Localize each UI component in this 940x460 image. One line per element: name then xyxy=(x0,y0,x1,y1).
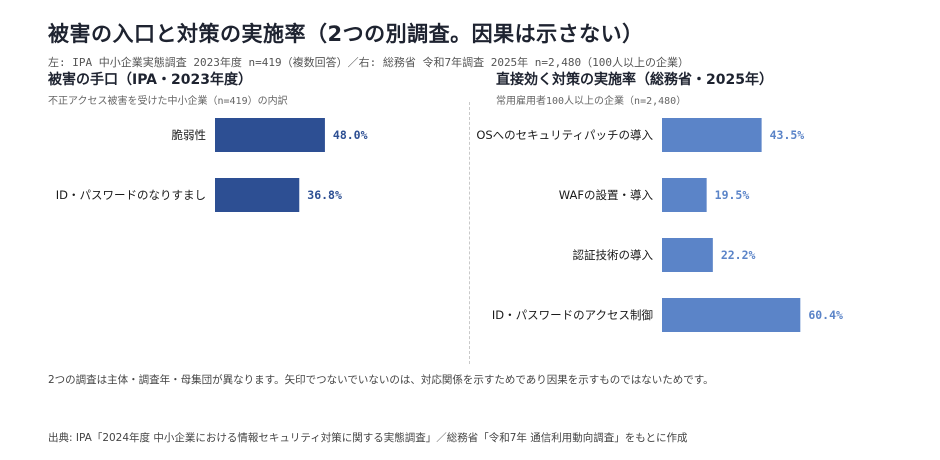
page-title: 被害の入口と対策の実施率（2つの別調査。因果は示さない） xyxy=(48,22,644,46)
page-subtitle: 左: IPA 中小企業実態調査 2023年度 n=419（複数回答）／右: 総務… xyxy=(48,56,690,69)
right-value-label-2: 22.2% xyxy=(721,248,756,262)
right-bar-1 xyxy=(662,178,707,212)
right-value-label-3: 60.4% xyxy=(808,308,843,322)
source-note: 出典: IPA「2024年度 中小企業における情報セキュリティ対策に関する実態調… xyxy=(48,432,688,444)
right-chart-title: 直接効く対策の実施率（総務省・2025年） xyxy=(496,72,773,88)
right-category-label-3: ID・パスワードのアクセス制御 xyxy=(492,308,653,322)
right-category-label-1: WAFの設置・導入 xyxy=(559,188,654,202)
left-category-label-0: 脆弱性 xyxy=(172,128,207,142)
right-chart-subtitle: 常用雇用者100人以上の企業（n=2,480） xyxy=(496,96,687,107)
left-category-label-1: ID・パスワードのなりすまし xyxy=(56,188,206,202)
right-value-label-1: 19.5% xyxy=(715,188,750,202)
right-bar-2 xyxy=(662,238,713,272)
left-value-label-1: 36.8% xyxy=(307,188,342,202)
right-bar-3 xyxy=(662,298,801,332)
right-category-label-0: OSへのセキュリティパッチの導入 xyxy=(476,128,653,142)
right-bar-0 xyxy=(662,118,762,152)
panel-divider xyxy=(469,102,470,364)
left-bar-1 xyxy=(215,178,300,212)
left-bar-chart: 脆弱性 48.0% ID・パスワードのなりすまし 36.8% xyxy=(56,118,368,212)
left-value-label-0: 48.0% xyxy=(333,128,368,142)
right-bar-chart: OSへのセキュリティパッチの導入 43.5% WAFの設置・導入 19.5% 認証技術の… xyxy=(476,118,843,332)
footnote: 2つの調査は主体・調査年・母集団が異なります。矢印でつないでいないのは、対応関係… xyxy=(48,374,714,386)
left-chart-title: 被害の手口（IPA・2023年度） xyxy=(48,72,252,88)
left-bar-0 xyxy=(215,118,325,152)
left-chart-subtitle: 不正アクセス被害を受けた中小企業（n=419）の内訳 xyxy=(48,96,288,107)
right-category-label-2: 認証技術の導入 xyxy=(573,248,654,262)
right-value-label-0: 43.5% xyxy=(770,128,805,142)
